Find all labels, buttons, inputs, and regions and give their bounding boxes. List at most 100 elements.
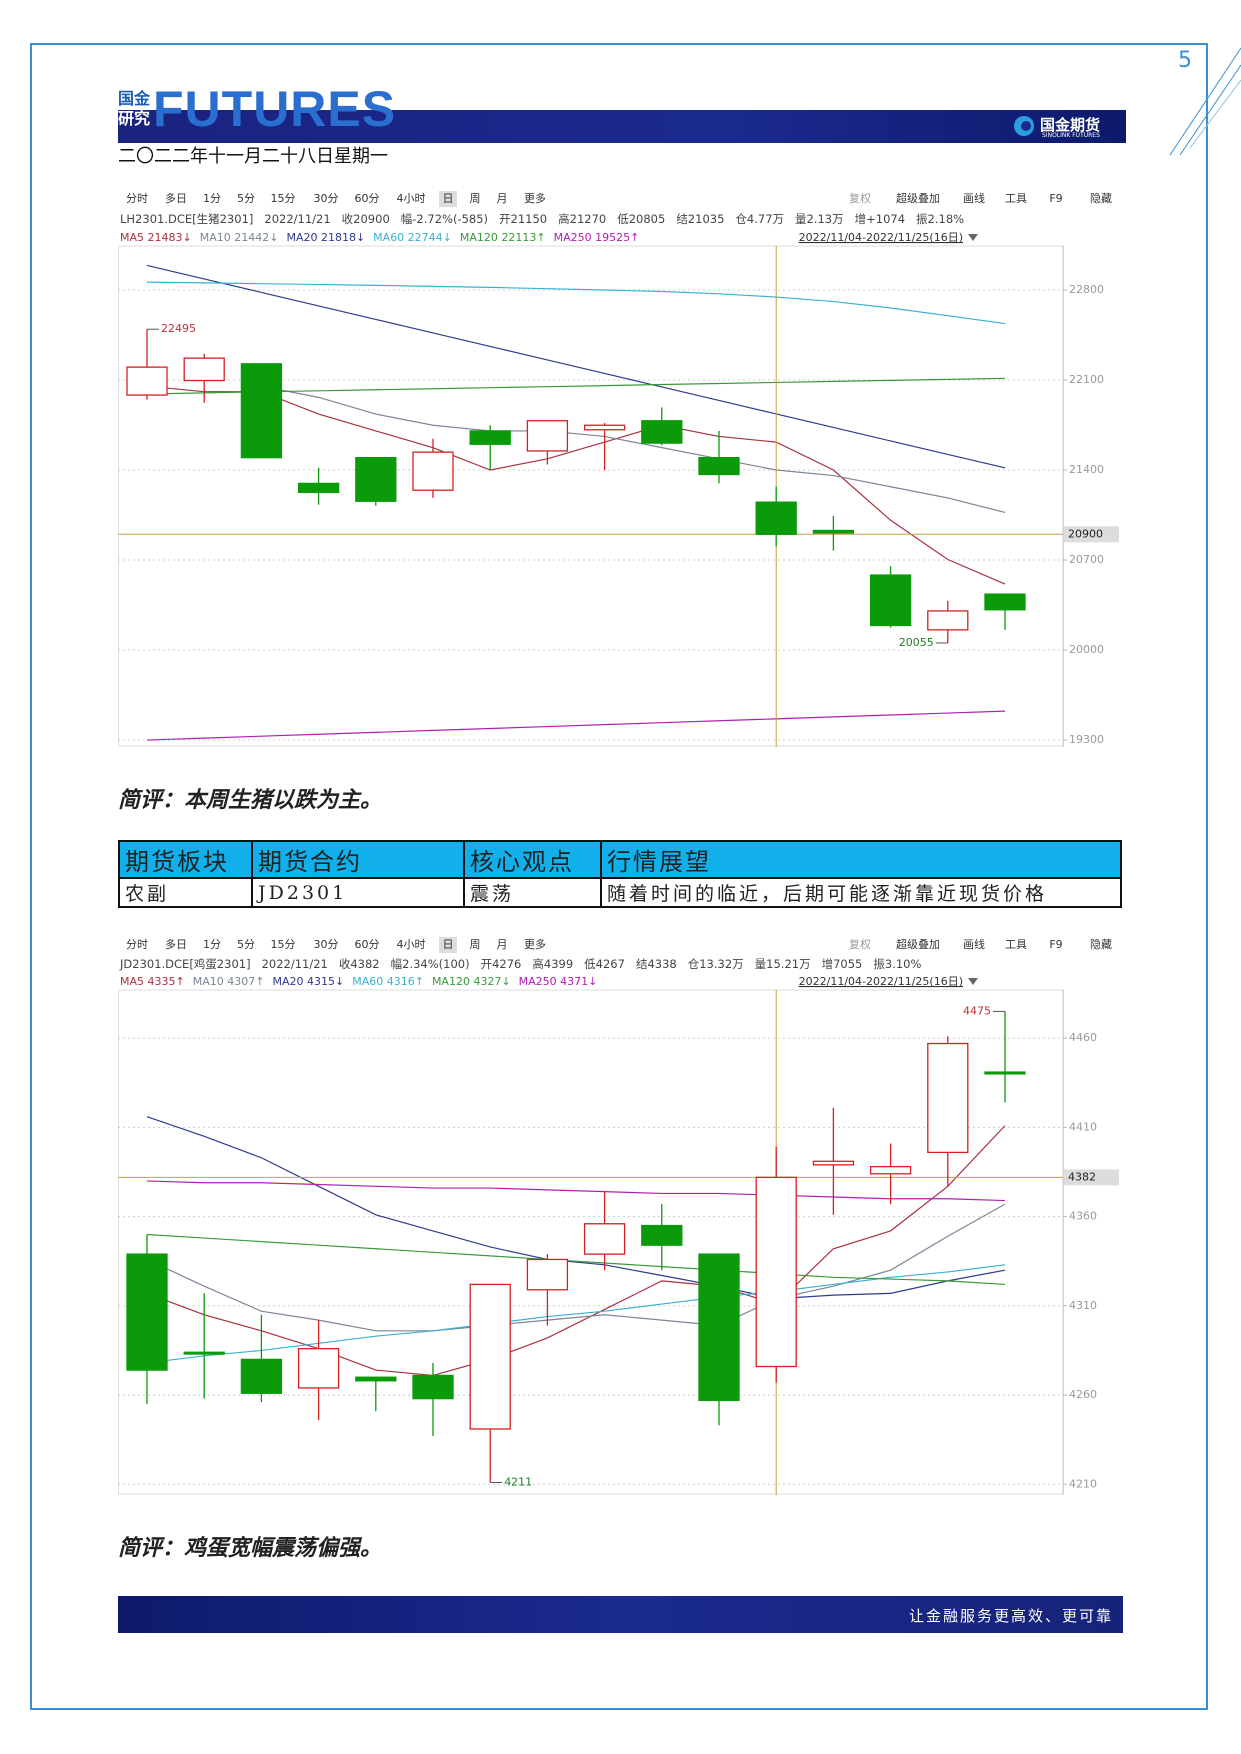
info-item: 结21035 [676,212,724,226]
candle-body [698,1253,740,1402]
date-range: 2022/11/04-2022/11/25(16日) [799,231,963,244]
page-number: 5 [1178,48,1192,73]
info-item: 量2.13万 [795,212,844,226]
candlestick-chart: 分时 多日 1分 5分 15分 30分 60分 4小时 日 周 月 更多 复权 超级叠加 画线 工具 F9 隐藏 J… [118,937,1119,1495]
cell: 随着时间的临近，后期可能逐渐靠近现货价格 [600,877,1122,908]
toolbar-item: 月 [497,938,508,951]
last-price-label: 20900 [1068,527,1103,540]
info-item: 收20900 [342,212,390,226]
plot-frame [118,245,1064,747]
slogan: 让金融服务更高效、更可靠 [908,1607,1113,1625]
candle-body [297,1348,340,1389]
toolbar-item: 隐藏 [1090,938,1112,951]
info-item: 增7055 [822,957,863,971]
toolbar-item: 周 [470,938,481,951]
candle-body [583,424,626,431]
toolbar-item: F9 [1049,192,1062,205]
toolbar-item: 多日 [165,937,187,951]
ma-line [146,264,1006,469]
info-item: 低20805 [617,212,665,226]
candle-body [812,1160,855,1166]
last-price-box [1064,526,1119,543]
candle-body [355,1376,397,1382]
candle-body [526,1258,569,1291]
header-cell: 核心观点 [463,840,602,879]
toolbar-item: 更多 [524,937,546,951]
candlestick-chart: 分时 多日 1分 5分 15分 30分 60分 4小时 日 周 月 更多 复权 超级叠加 画线 工具 F9 隐藏 L… [118,191,1119,747]
cell: 农副 [118,877,253,908]
toolbar-item: 分时 [126,938,148,951]
y-tick-label: 4310 [1069,1299,1097,1312]
y-tick-label: 22800 [1069,283,1104,296]
table-header: 期货板块 期货合约 核心观点 行情展望 [118,840,1122,879]
toolbar-item: 4小时 [397,938,426,951]
toolbar-item: 超级叠加 [896,937,940,951]
info-item: 低4267 [584,957,625,971]
date-range: 2022/11/04-2022/11/25(16日) [799,975,963,988]
ma-line [261,385,1006,514]
candle-body [297,482,340,494]
toolbar-item: 周 [470,192,481,205]
info-item: 2022/11/21 [262,957,328,971]
candle-body [927,1042,969,1154]
toolbar-item: 画线 [963,191,985,205]
info-item: 收4382 [339,957,380,971]
toolbar-item: 多日 [165,191,187,205]
toolbar-item: 1分 [203,192,221,205]
candle-body [984,593,1026,611]
toolbar-item: 5分 [237,938,255,951]
y-tick-label: 22100 [1069,373,1104,386]
candle-body [698,457,740,476]
ma-line [146,1116,1006,1300]
ma-legend-item: MA5 21483↓ [120,231,192,244]
header-cell: 期货合约 [251,840,465,879]
range-arrow [968,234,978,241]
view-table: 期货板块 期货合约 核心观点 行情展望 农副 JD2301 震荡 随着时间的临近… [118,840,1122,908]
info-item: 结4338 [636,957,677,971]
toolbar-item: F9 [1049,938,1062,951]
toolbar-item: 4小时 [397,192,426,205]
extreme-label: 4475 [963,1004,991,1017]
toolbar-item: 超级叠加 [896,191,940,205]
logo-bottom: 研究 [118,109,151,128]
candle-body [755,1176,797,1368]
y-tick-label: 4410 [1069,1120,1097,1133]
brand-icon [1014,116,1034,136]
toolbar-item: 15分 [271,938,296,951]
last-price-label: 4382 [1068,1170,1096,1183]
info-item: 开4276 [481,957,522,971]
y-tick-label: 4260 [1069,1388,1097,1401]
candle-body [641,420,683,444]
extreme-label: 4211 [504,1476,532,1489]
header-banner [118,110,1126,143]
info-item: 增+1074 [855,212,905,226]
candle-body [240,363,283,459]
ma-line [146,1180,1006,1202]
logo-word: FUTURES [153,81,397,137]
info-item: 幅-2.72%(-585) [401,212,488,226]
info-item: 高21270 [558,212,606,226]
candle-body [183,357,225,382]
y-tick-label: 21400 [1069,463,1104,476]
toolbar-active [439,191,457,207]
candle-body [755,501,797,535]
candle-body [869,574,912,627]
footer-banner: 让金融服务更高效、更可靠 [118,1596,1123,1633]
toolbar-item: 5分 [237,192,255,205]
ma-legend: MA5 4335↑ MA10 4307↑ MA20 4315↓ MA60 4316↑ M… [120,975,597,988]
ma-legend-item: MA250 4371↓ [519,975,598,988]
last-price-box [1064,1169,1119,1186]
extreme-label: 20055 [899,636,934,649]
info-item: 幅2.34%(100) [391,957,470,971]
extreme-label: 22495 [161,322,196,335]
ma-line [146,281,1006,325]
y-tick-label: 4360 [1069,1210,1097,1223]
ma-legend-item: MA120 4327↓ [432,975,511,988]
toolbar-item: 月 [497,192,508,205]
info-item: 仓4.77万 [735,212,784,226]
ma-line [146,1264,1006,1364]
toolbar-item: 更多 [524,191,546,205]
candle-body [583,1223,626,1255]
range-arrow [968,978,978,985]
